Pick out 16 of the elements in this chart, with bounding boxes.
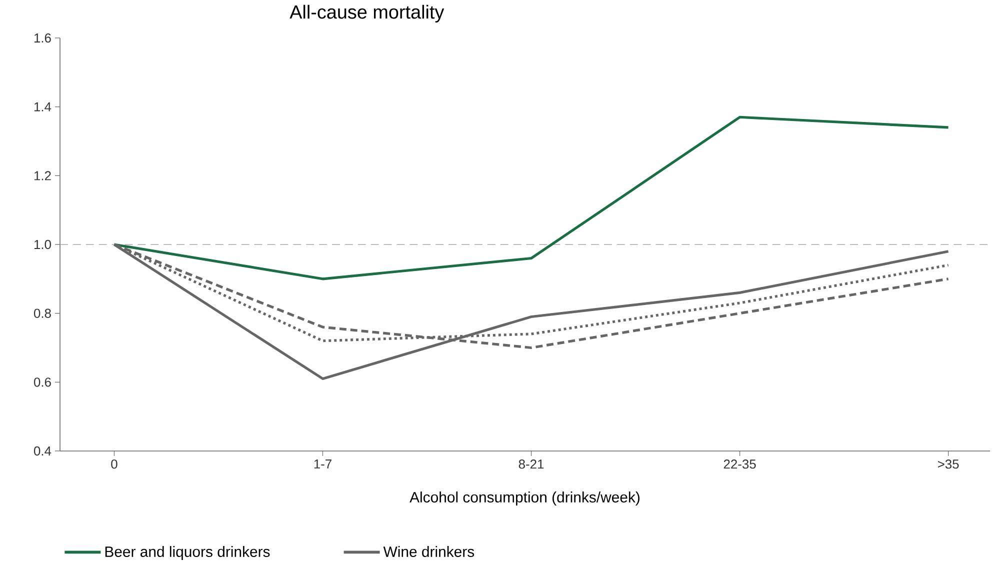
y-tick-label: 0.4 [34,446,52,456]
x-tick-label: >35 [938,460,959,469]
x-axis-title: Alcohol consumption (drinks/week) [410,492,640,506]
legend-label: Beer and liquors drinkers [105,546,270,560]
legend-label: Wine drinkers [383,546,474,557]
y-tick-label: 1.0 [34,240,51,250]
chart-title: All-cause mortality [290,4,444,22]
x-tick-label: 1-7 [314,460,332,468]
y-tick-label: 1.6 [34,33,51,43]
y-tick-label: 1.4 [34,102,52,112]
y-tick-label: 1.2 [34,171,51,180]
y-tick-label: 0.6 [34,378,51,387]
y-tick-label: 0.8 [34,308,51,318]
x-tick-label: 0 [111,460,118,469]
x-tick-label: 22-35 [724,460,756,469]
x-tick-label: 8-21 [518,460,544,469]
